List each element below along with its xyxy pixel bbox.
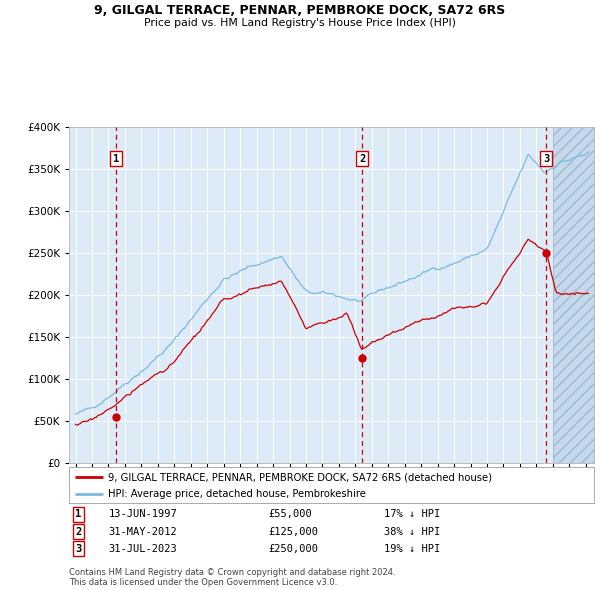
Text: 9, GILGAL TERRACE, PENNAR, PEMBROKE DOCK, SA72 6RS (detached house): 9, GILGAL TERRACE, PENNAR, PEMBROKE DOCK… — [109, 472, 493, 482]
Text: 3: 3 — [543, 154, 549, 164]
Text: 1: 1 — [113, 154, 119, 164]
Text: 19% ↓ HPI: 19% ↓ HPI — [384, 544, 440, 554]
Text: 38% ↓ HPI: 38% ↓ HPI — [384, 527, 440, 536]
Text: This data is licensed under the Open Government Licence v3.0.: This data is licensed under the Open Gov… — [69, 578, 337, 587]
Text: 13-JUN-1997: 13-JUN-1997 — [109, 509, 177, 519]
Text: 17% ↓ HPI: 17% ↓ HPI — [384, 509, 440, 519]
Text: 2: 2 — [76, 527, 82, 536]
Text: Contains HM Land Registry data © Crown copyright and database right 2024.: Contains HM Land Registry data © Crown c… — [69, 568, 395, 576]
Text: HPI: Average price, detached house, Pembrokeshire: HPI: Average price, detached house, Pemb… — [109, 489, 366, 499]
Text: 2: 2 — [359, 154, 365, 164]
Text: 31-MAY-2012: 31-MAY-2012 — [109, 527, 177, 536]
Text: £250,000: £250,000 — [269, 544, 319, 554]
Text: 1: 1 — [76, 509, 82, 519]
Text: 3: 3 — [76, 544, 82, 554]
Text: 31-JUL-2023: 31-JUL-2023 — [109, 544, 177, 554]
Text: £125,000: £125,000 — [269, 527, 319, 536]
Text: 9, GILGAL TERRACE, PENNAR, PEMBROKE DOCK, SA72 6RS: 9, GILGAL TERRACE, PENNAR, PEMBROKE DOCK… — [94, 4, 506, 17]
Text: £55,000: £55,000 — [269, 509, 312, 519]
Text: Price paid vs. HM Land Registry's House Price Index (HPI): Price paid vs. HM Land Registry's House … — [144, 18, 456, 28]
